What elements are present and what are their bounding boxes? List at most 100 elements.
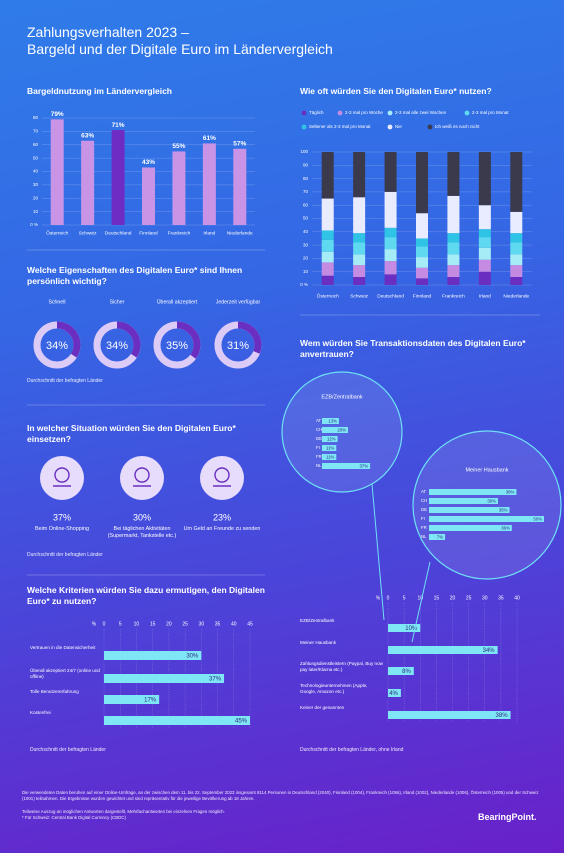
bubble-value: 38%: [506, 489, 515, 494]
icon-circle: [200, 456, 244, 500]
bubble-bar: [322, 463, 371, 469]
bar: [50, 119, 64, 225]
legend-label: Nie: [395, 124, 402, 129]
bar-segment: [478, 271, 491, 285]
x-tick-label: Finnland: [139, 230, 158, 236]
legend-label: 2-3 mal pro Monat: [472, 110, 509, 115]
bar: [388, 667, 414, 675]
bubble-value: 11%: [326, 454, 334, 459]
bar-segment: [416, 267, 428, 279]
legend-swatch: [301, 110, 307, 116]
donut-label: Jederzeit verfügbar: [216, 299, 261, 305]
x-tick-label: 20: [450, 595, 456, 601]
x-tick-label: Schweiz: [79, 230, 97, 236]
category-label: Vertrauen in die Datensicherheit: [30, 645, 96, 650]
bar-segment: [384, 152, 397, 192]
page-subtitle: Bargeld und der Digitale Euro im Länderv…: [27, 41, 333, 57]
legend-label: 2-3 mal pro Woche: [345, 110, 383, 115]
bar: [104, 716, 250, 725]
y-tick-label: 10: [303, 269, 309, 274]
stat-label: Bei täglichen Aktivitäten (Supermarkt, T…: [107, 526, 177, 539]
legend-swatch: [427, 124, 433, 130]
legend-swatch: [464, 110, 470, 116]
bar-segment: [353, 197, 366, 234]
bar-segment: [510, 277, 523, 285]
x-axis-label: %: [376, 595, 381, 601]
x-tick-label: Österreich: [46, 229, 68, 236]
y-tick-label: 80: [33, 115, 39, 120]
x-tick-label: 25: [182, 621, 188, 627]
bar-segment: [353, 265, 366, 278]
bar-segment: [478, 152, 491, 206]
bubble-value: 35%: [499, 507, 508, 512]
chart-title: Welche Eigenschaften des Digitalen Euro*…: [27, 265, 243, 286]
x-tick-label: Irland: [203, 230, 215, 236]
x-tick-label: Irland: [479, 293, 491, 299]
stat-label: Beim Online-Shopping: [35, 526, 89, 532]
icon-glyph: [54, 467, 70, 483]
chart-title: Wie oft würden Sie den Digitalen Euro* n…: [300, 86, 492, 96]
chart-title: In welcher Situation würden Sie den Digi…: [27, 423, 236, 444]
bar-segment: [416, 278, 428, 285]
y-tick-label: 100: [300, 149, 308, 154]
bar-segment: [353, 242, 366, 255]
bar: [104, 695, 160, 704]
y-tick-label: 70: [33, 129, 39, 134]
bar-segment: [478, 229, 491, 238]
y-tick-label: 50: [303, 216, 309, 221]
x-tick-label: 25: [466, 595, 472, 601]
bar-segment: [384, 249, 397, 262]
y-tick-label: 80: [303, 176, 309, 181]
donut-arc: [214, 321, 262, 369]
bubble-title: EZB/Zentralbank: [321, 394, 363, 400]
bubble-bar: [322, 427, 348, 433]
bubble-category: FR: [421, 525, 427, 530]
bubble-value: 20%: [337, 427, 346, 432]
bar-segment: [321, 251, 334, 263]
x-tick-label: 15: [150, 621, 156, 627]
donut-arc: [153, 321, 201, 369]
value-label: 34%: [483, 648, 496, 654]
y-tick-label: 20: [33, 195, 39, 200]
bar-segment: [384, 261, 397, 275]
donut-arc: [33, 321, 81, 369]
donut-label: Sicher: [110, 299, 125, 305]
bar-segment: [447, 242, 460, 255]
bar-segment: [384, 227, 397, 238]
bubble-category: DE: [316, 436, 322, 441]
x-tick-label: 0: [103, 621, 106, 627]
category-label: EZB/Zentralbank: [300, 618, 335, 623]
note: Durchschnitt der befragten Länder: [30, 747, 106, 753]
y-tick-label: 50: [33, 155, 39, 160]
bubble-bar: [429, 534, 446, 540]
stat-value: 30%: [133, 512, 151, 522]
page-title: Zahlungsverhalten 2023 –: [27, 24, 189, 40]
bar-segment: [478, 259, 491, 272]
value-label: 43%: [142, 159, 155, 166]
y-tick-label: 60: [33, 142, 39, 147]
legend-label: Täglich: [309, 110, 324, 115]
bar-segment: [447, 233, 460, 243]
bar-segment: [447, 195, 460, 234]
donut-value: 34%: [106, 340, 128, 352]
bubble-category: FI: [421, 516, 425, 521]
chart-title: Welche Kriterien würden Sie dazu ermutig…: [27, 585, 265, 606]
x-tick-label: 40: [514, 595, 520, 601]
bubble-value: 50%: [533, 516, 542, 521]
icon-glyph: [134, 467, 150, 483]
y-tick-label: 40: [303, 229, 309, 234]
bar-segment: [510, 233, 523, 243]
bubble-category: NL: [421, 534, 427, 539]
category-label: Zahlungsdienstleistern (Paypal, Buy now …: [300, 661, 383, 672]
bar-segment: [478, 237, 491, 248]
x-tick-label: Österreich: [317, 292, 339, 299]
bar-segment: [510, 242, 523, 255]
x-tick-label: 15: [434, 595, 440, 601]
y-tick-label: 30: [33, 182, 39, 187]
icon-circle: [120, 456, 164, 500]
y-tick-label: 0 %: [300, 282, 308, 287]
bar: [104, 674, 225, 683]
value-label: 61%: [203, 135, 216, 142]
bar-segment: [447, 152, 460, 196]
bubble-value: 11%: [326, 445, 334, 450]
